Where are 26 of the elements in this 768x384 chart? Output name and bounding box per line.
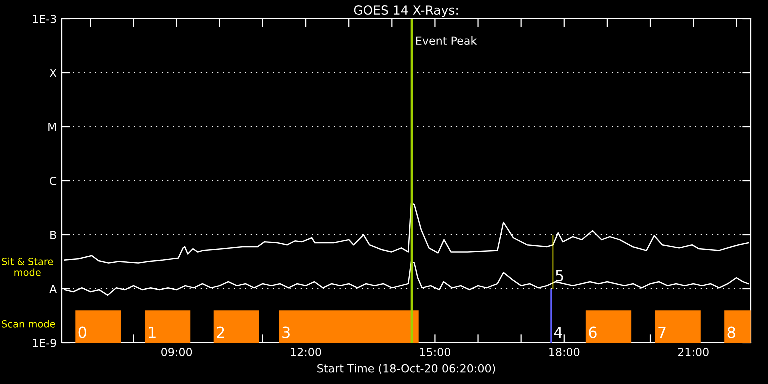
text: Sit & Stare mode xyxy=(2,258,54,276)
band-label: 7 xyxy=(658,327,666,338)
y-tick-label: X xyxy=(50,69,57,78)
x-tick-label: 12:00 xyxy=(291,348,322,356)
x-tick-label: 21:00 xyxy=(678,348,709,356)
text: Scan mode xyxy=(2,320,56,328)
band-label: 0 xyxy=(78,326,86,338)
x-axis-title: Start Time (18-Oct-20 06:20:00) xyxy=(318,364,496,374)
y-tick-label: C xyxy=(50,176,57,186)
x-tick-label: 15:00 xyxy=(420,348,450,356)
x-tick-label: 09:00 xyxy=(162,348,192,356)
band-label: 1 xyxy=(149,327,156,338)
y-tick-label: A xyxy=(50,285,58,294)
band-label: 5 xyxy=(556,270,564,282)
y-tick-label: B xyxy=(50,231,56,240)
band-label: 8 xyxy=(728,326,736,338)
band-label: 6 xyxy=(589,326,597,338)
chart-title: GOES 14 X-Rays: xyxy=(354,6,458,18)
band-label: 2 xyxy=(217,326,224,338)
y-tick-label: 1E-9 xyxy=(33,338,56,348)
y-tick-label: M xyxy=(48,123,56,132)
y-tick-label: 1E-3 xyxy=(33,14,56,24)
band-label: 3 xyxy=(282,326,290,338)
ref-line-label: Event Peak xyxy=(416,36,478,46)
band-label: 4 xyxy=(554,327,562,338)
x-tick-label: 18:00 xyxy=(550,348,580,356)
